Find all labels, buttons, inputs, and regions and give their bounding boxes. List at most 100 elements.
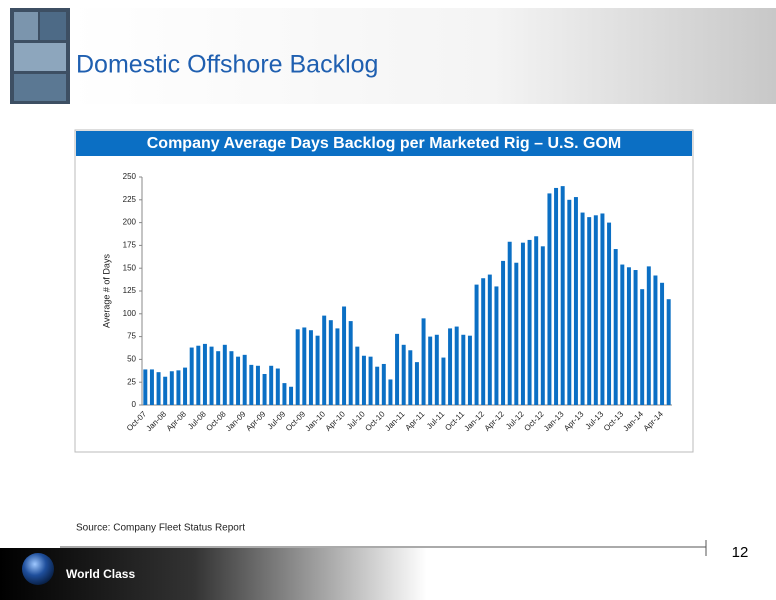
bar — [560, 186, 565, 405]
bar — [467, 335, 472, 405]
bar — [514, 262, 519, 405]
y-tick-label: 100 — [123, 309, 137, 318]
bar — [255, 365, 260, 405]
bar — [487, 274, 492, 405]
bar — [547, 193, 552, 405]
bar — [401, 344, 406, 405]
header-band — [70, 8, 776, 104]
bar — [216, 351, 221, 405]
header-photo — [40, 12, 66, 40]
bar — [593, 215, 598, 405]
bar — [540, 246, 545, 405]
bar — [176, 370, 181, 405]
bar — [315, 335, 320, 405]
bar — [494, 286, 499, 405]
bar — [633, 270, 638, 405]
bar — [587, 217, 592, 405]
bar — [414, 362, 419, 405]
bar — [454, 326, 459, 405]
y-tick-label: 200 — [123, 218, 137, 227]
chart-title-bar — [76, 131, 692, 156]
y-tick-label: 75 — [127, 332, 136, 341]
plot: 0255075100125150175200225250Oct-07Jan-08… — [123, 172, 672, 433]
bar — [388, 379, 393, 405]
chart-title: Company Average Days Backlog per Markete… — [147, 135, 622, 152]
page-number: 12 — [732, 544, 749, 561]
bar — [335, 328, 340, 405]
bar — [229, 351, 234, 405]
bar — [534, 236, 539, 405]
bar — [355, 346, 360, 405]
bar — [275, 368, 280, 405]
bar — [421, 318, 426, 405]
bar — [501, 260, 506, 405]
y-tick-label: 175 — [123, 241, 137, 250]
bar — [262, 373, 267, 405]
footer-band — [0, 548, 776, 600]
bar — [640, 289, 645, 405]
bar — [322, 315, 327, 405]
bar — [620, 264, 625, 405]
bar — [348, 321, 353, 405]
bar — [368, 356, 373, 405]
bar — [381, 363, 386, 405]
header-photo — [14, 74, 66, 101]
y-tick-label: 125 — [123, 286, 137, 295]
bar — [481, 278, 486, 405]
bar — [434, 334, 439, 405]
bar — [302, 327, 307, 405]
bar — [189, 347, 194, 405]
bar — [196, 345, 201, 405]
bar — [361, 355, 366, 405]
bar — [666, 299, 671, 405]
bar — [269, 365, 274, 405]
bar — [295, 329, 300, 405]
bar — [163, 376, 168, 405]
bar — [607, 222, 612, 405]
source-note: Source: Company Fleet Status Report — [76, 523, 245, 534]
bar — [474, 284, 479, 405]
bar — [209, 346, 214, 405]
y-axis-label: Average # of Days — [101, 254, 111, 328]
bar — [626, 267, 631, 405]
bar — [600, 213, 605, 405]
bar — [646, 266, 651, 405]
bar — [242, 354, 247, 405]
bar — [520, 242, 525, 405]
bar — [580, 212, 585, 405]
y-tick-label: 25 — [127, 377, 136, 386]
footer-text: World Class — [66, 567, 135, 581]
bar — [183, 367, 188, 405]
bar — [554, 187, 559, 405]
bar — [202, 343, 207, 405]
header-photo — [14, 12, 38, 40]
bar — [660, 282, 665, 405]
bar — [308, 330, 313, 405]
bar — [342, 306, 347, 405]
bar — [408, 350, 413, 405]
bar — [567, 199, 572, 405]
y-tick-label: 0 — [132, 400, 137, 409]
bar — [507, 241, 512, 405]
bar — [149, 369, 154, 405]
bar — [156, 372, 161, 405]
bar — [461, 334, 466, 405]
y-tick-label: 50 — [127, 355, 136, 364]
bar — [428, 336, 433, 405]
bar — [395, 333, 400, 405]
globe-icon — [22, 553, 54, 585]
bar — [222, 344, 227, 405]
bar — [375, 366, 380, 405]
y-tick-label: 225 — [123, 195, 137, 204]
bar — [527, 239, 532, 405]
bar — [328, 320, 333, 405]
bar — [282, 383, 287, 405]
bar — [289, 386, 294, 405]
y-tick-label: 150 — [123, 263, 137, 272]
bar — [613, 249, 618, 405]
header-photo — [14, 43, 66, 71]
bar — [249, 364, 254, 405]
bar — [169, 371, 174, 405]
bar — [441, 357, 446, 405]
